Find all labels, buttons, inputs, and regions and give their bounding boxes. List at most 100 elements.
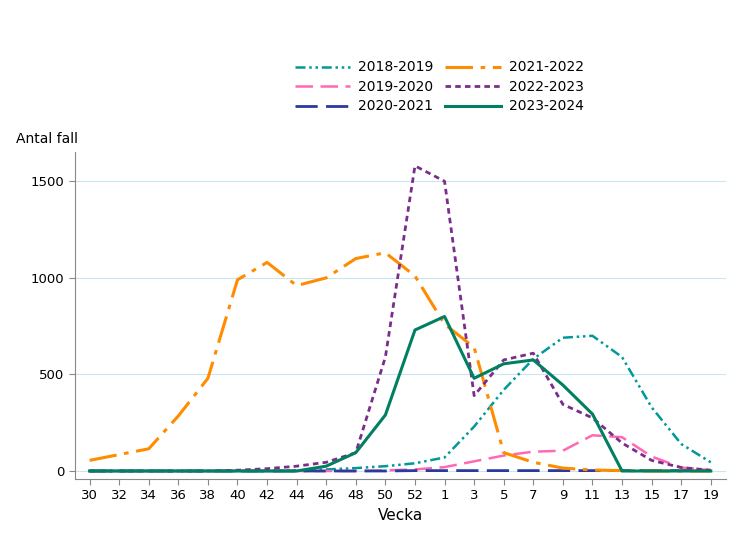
2019-2020 <box>499 452 508 459</box>
2022-2023 <box>440 178 449 184</box>
2022-2023 <box>203 468 212 474</box>
2018-2019 <box>292 467 301 474</box>
2023-2024 <box>499 361 508 367</box>
2018-2019 <box>114 468 123 474</box>
2018-2019 <box>144 468 153 474</box>
2021-2022 <box>529 459 538 466</box>
2020-2021 <box>352 468 361 474</box>
2022-2023 <box>499 357 508 363</box>
2022-2023 <box>85 468 94 474</box>
2019-2020 <box>411 466 420 473</box>
2022-2023 <box>529 350 538 356</box>
2023-2024 <box>677 468 686 474</box>
2022-2023 <box>618 440 627 446</box>
2020-2021 <box>499 467 508 474</box>
2023-2024 <box>114 468 123 474</box>
2019-2020 <box>706 467 715 473</box>
2018-2019 <box>85 468 94 474</box>
2018-2019 <box>706 459 715 466</box>
2023-2024 <box>233 468 242 474</box>
2018-2019 <box>470 423 479 430</box>
2022-2023 <box>352 449 361 456</box>
2019-2020 <box>174 468 183 474</box>
2020-2021 <box>558 467 567 474</box>
2018-2019 <box>440 454 449 461</box>
2022-2023 <box>470 392 479 399</box>
2018-2019 <box>174 468 183 474</box>
2020-2021 <box>203 468 212 474</box>
2021-2022 <box>470 344 479 351</box>
2020-2021 <box>706 467 715 474</box>
2019-2020 <box>677 464 686 471</box>
2018-2019 <box>381 463 390 469</box>
2019-2020 <box>352 468 361 474</box>
X-axis label: Vecka: Vecka <box>378 508 423 523</box>
2021-2022 <box>263 259 272 265</box>
2020-2021 <box>233 468 242 474</box>
2019-2020 <box>292 468 301 474</box>
2023-2024 <box>618 468 627 474</box>
2022-2023 <box>588 415 597 421</box>
2019-2020 <box>588 432 597 438</box>
2021-2022 <box>203 375 212 381</box>
2018-2019 <box>263 468 272 474</box>
Text: Antal fall: Antal fall <box>16 132 79 146</box>
2021-2022 <box>352 255 361 262</box>
2021-2022 <box>411 273 420 279</box>
2022-2023 <box>411 163 420 169</box>
2023-2024 <box>470 375 479 381</box>
2022-2023 <box>381 354 390 360</box>
2021-2022 <box>233 276 242 283</box>
2023-2024 <box>706 468 715 474</box>
2023-2024 <box>529 357 538 363</box>
2019-2020 <box>85 468 94 474</box>
2019-2020 <box>440 464 449 471</box>
Line: 2022-2023: 2022-2023 <box>90 166 711 471</box>
Legend: 2018-2019, 2019-2020, 2020-2021, 2021-2022, 2022-2023, 2023-2024: 2018-2019, 2019-2020, 2020-2021, 2021-20… <box>289 55 589 119</box>
2022-2023 <box>292 463 301 469</box>
2021-2022 <box>381 250 390 256</box>
2020-2021 <box>529 467 538 474</box>
2021-2022 <box>588 467 597 473</box>
2018-2019 <box>411 460 420 467</box>
2023-2024 <box>440 313 449 320</box>
2020-2021 <box>470 467 479 474</box>
2022-2023 <box>558 401 567 407</box>
2023-2024 <box>263 468 272 474</box>
2020-2021 <box>618 467 627 474</box>
2019-2020 <box>233 468 242 474</box>
Line: 2019-2020: 2019-2020 <box>90 435 711 471</box>
2023-2024 <box>558 382 567 388</box>
2019-2020 <box>322 468 331 474</box>
2019-2020 <box>203 468 212 474</box>
Line: 2021-2022: 2021-2022 <box>90 253 711 471</box>
2022-2023 <box>114 468 123 474</box>
2020-2021 <box>588 467 597 474</box>
2022-2023 <box>322 459 331 466</box>
2023-2024 <box>381 412 390 418</box>
2021-2022 <box>647 468 656 474</box>
2020-2021 <box>144 468 153 474</box>
2019-2020 <box>381 467 390 474</box>
2018-2019 <box>529 356 538 362</box>
2019-2020 <box>558 448 567 454</box>
2022-2023 <box>174 468 183 474</box>
2022-2023 <box>233 467 242 473</box>
2021-2022 <box>292 282 301 289</box>
2023-2024 <box>203 468 212 474</box>
2020-2021 <box>263 468 272 474</box>
2020-2021 <box>292 468 301 474</box>
2021-2022 <box>174 413 183 419</box>
2019-2020 <box>647 453 656 460</box>
2019-2020 <box>529 448 538 455</box>
2021-2022 <box>706 468 715 474</box>
2021-2022 <box>322 275 331 281</box>
2021-2022 <box>440 321 449 327</box>
2022-2023 <box>144 468 153 474</box>
2020-2021 <box>647 467 656 474</box>
2020-2021 <box>114 468 123 474</box>
2023-2024 <box>588 411 597 417</box>
2018-2019 <box>618 354 627 360</box>
2023-2024 <box>292 468 301 474</box>
2021-2022 <box>85 457 94 463</box>
